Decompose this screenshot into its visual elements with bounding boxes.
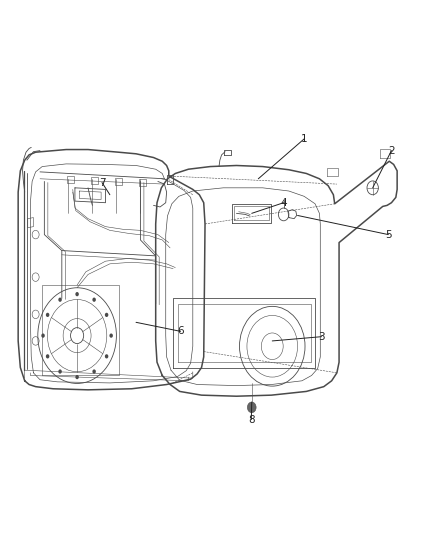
Text: 6: 6 (177, 326, 184, 336)
Circle shape (247, 402, 256, 413)
Circle shape (46, 313, 49, 317)
Bar (67, 176, 74, 182)
Circle shape (58, 369, 62, 374)
Circle shape (75, 292, 79, 296)
Circle shape (46, 354, 49, 359)
Circle shape (105, 313, 108, 317)
Circle shape (75, 375, 79, 379)
Bar (139, 179, 146, 185)
Circle shape (58, 297, 62, 302)
Text: 3: 3 (318, 332, 325, 342)
Text: 7: 7 (99, 177, 105, 188)
Bar (91, 177, 98, 183)
Text: 1: 1 (301, 134, 307, 144)
Circle shape (41, 334, 45, 338)
Text: 4: 4 (280, 198, 287, 208)
Bar (115, 178, 122, 184)
Circle shape (105, 354, 108, 359)
Text: 5: 5 (385, 230, 392, 240)
Circle shape (92, 297, 96, 302)
Text: 2: 2 (388, 146, 395, 156)
Text: 8: 8 (248, 415, 254, 425)
Circle shape (110, 334, 113, 338)
Circle shape (92, 369, 96, 374)
